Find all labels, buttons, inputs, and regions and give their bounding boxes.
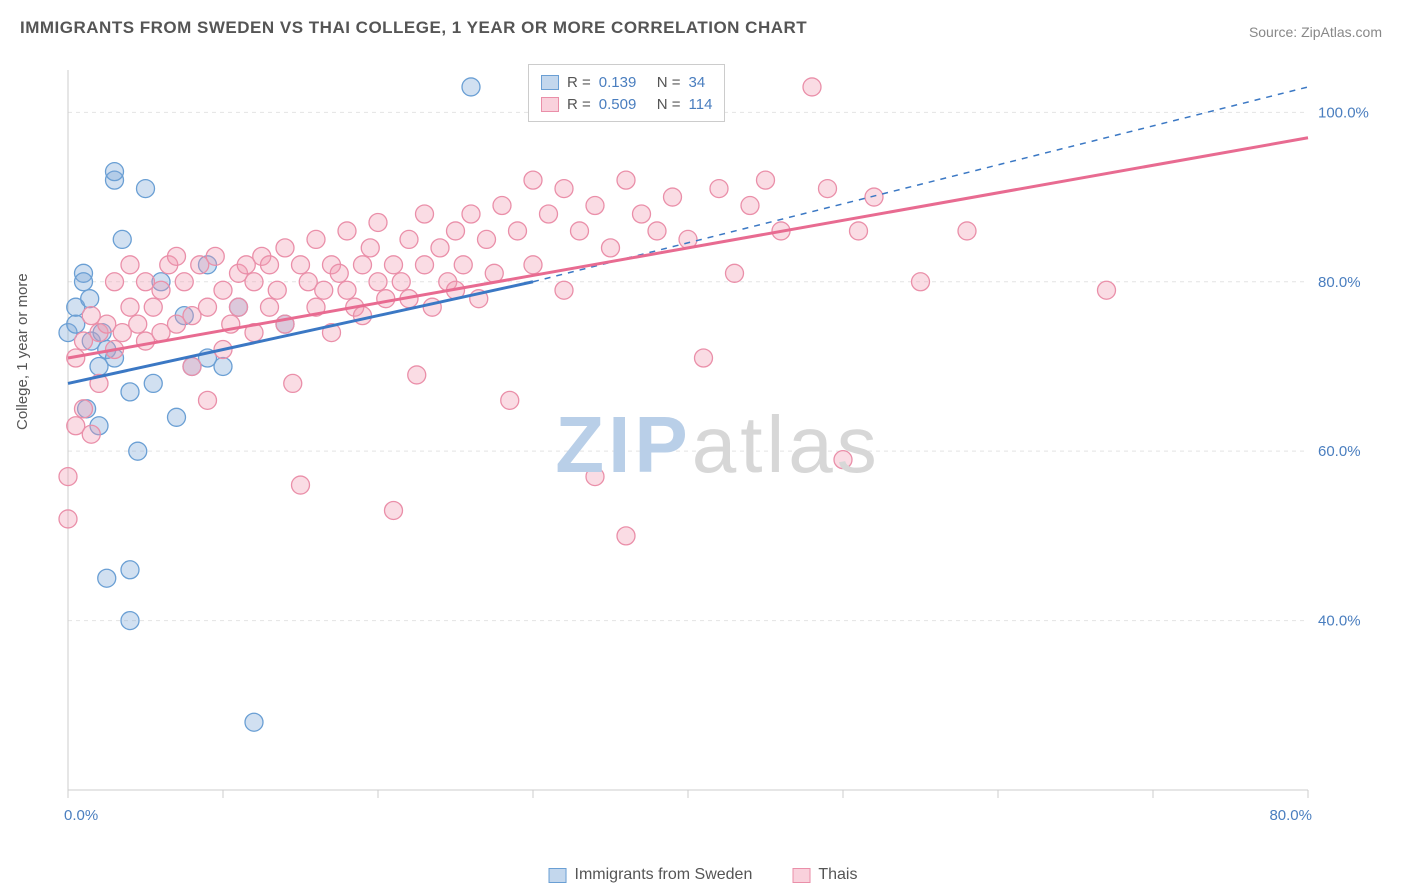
series-legend-label: Immigrants from Sweden — [575, 866, 753, 884]
chart-title: IMMIGRANTS FROM SWEDEN VS THAI COLLEGE, … — [20, 18, 807, 38]
series-legend-label: Thais — [818, 866, 857, 884]
y-axis-label: College, 1 year or more — [14, 273, 31, 430]
series-legend: Immigrants from Sweden Thais — [549, 866, 858, 884]
series-legend-item: Thais — [792, 866, 857, 884]
stats-legend-row: R =0.509N =114 — [541, 93, 712, 115]
stats-legend: R =0.139N =34R =0.509N =114 — [528, 64, 725, 122]
series-legend-item: Immigrants from Sweden — [549, 866, 753, 884]
scatter-plot: 40.0%60.0%80.0%100.0%0.0%80.0% ZIPatlas … — [58, 60, 1378, 830]
svg-text:40.0%: 40.0% — [1318, 613, 1361, 630]
svg-text:100.0%: 100.0% — [1318, 104, 1369, 121]
svg-text:60.0%: 60.0% — [1318, 443, 1361, 460]
legend-swatch — [541, 75, 559, 90]
legend-swatch — [792, 868, 810, 883]
source-attribution: Source: ZipAtlas.com — [1249, 24, 1382, 40]
legend-swatch — [549, 868, 567, 883]
stats-legend-row: R =0.139N =34 — [541, 71, 712, 93]
svg-text:80.0%: 80.0% — [1269, 807, 1312, 824]
legend-swatch — [541, 97, 559, 112]
svg-text:80.0%: 80.0% — [1318, 274, 1361, 291]
svg-text:0.0%: 0.0% — [64, 807, 98, 824]
chart-canvas: 40.0% 60.0% 80.0% 100.0% 0.0% 80.0% — [58, 60, 1378, 830]
